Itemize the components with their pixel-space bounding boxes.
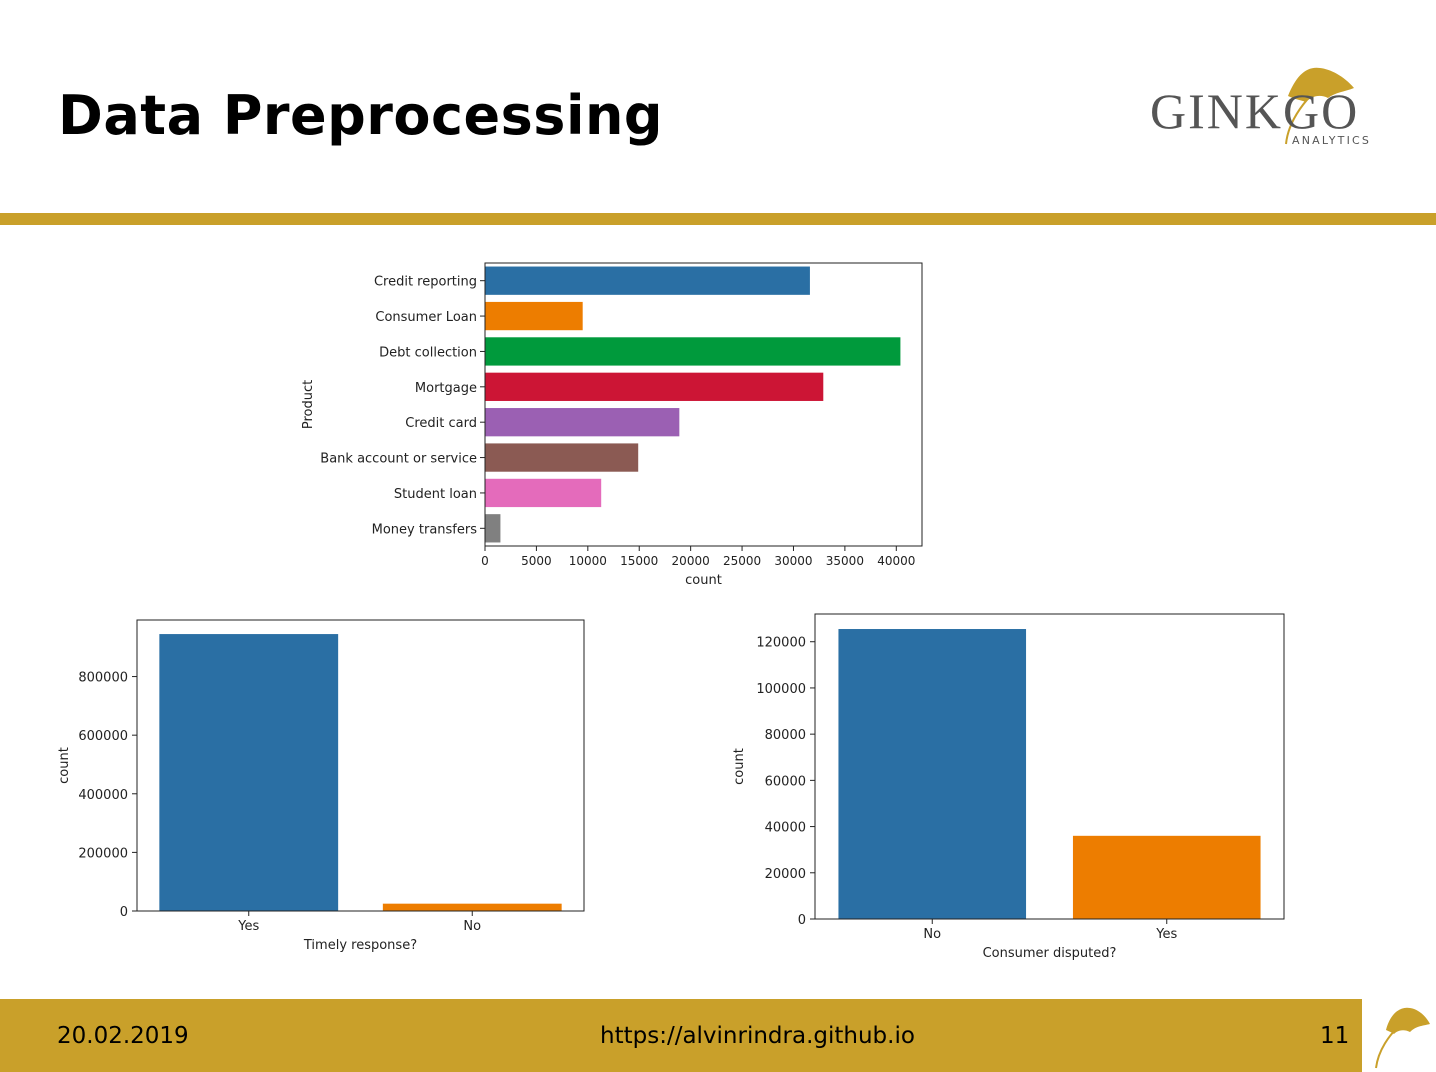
logo-text: GINKGO bbox=[1150, 83, 1359, 139]
y-tick-label: Bank account or service bbox=[320, 452, 477, 467]
product-bar bbox=[485, 372, 824, 401]
chart-product: Credit reporting Consumer Loan Debt collec… bbox=[301, 262, 923, 588]
y-axis-label: count bbox=[732, 748, 747, 785]
y-tick-label: Mortgage bbox=[415, 381, 477, 396]
ginkgo-logo: GINKGO ANALYTICS bbox=[1150, 67, 1371, 147]
y-tick-label: 0 bbox=[798, 913, 806, 928]
y-tick-label: Credit reporting bbox=[374, 275, 477, 290]
x-tick-label: 30000 bbox=[774, 554, 812, 568]
product-bar bbox=[485, 514, 501, 543]
plot-frame bbox=[136, 619, 585, 912]
product-bar bbox=[485, 266, 810, 295]
chart-timely-response: Yes No 0 200000 400000 600000 800000 Timely res… bbox=[57, 619, 585, 953]
product-bar bbox=[485, 443, 639, 472]
y-tick-label: 400000 bbox=[78, 788, 128, 803]
x-tick-label: 25000 bbox=[723, 554, 761, 568]
y-tick-label: 60000 bbox=[765, 774, 806, 789]
count-bar bbox=[838, 629, 1027, 919]
y-tick-label: 80000 bbox=[765, 728, 806, 743]
x-tick-label: No bbox=[463, 919, 481, 934]
y-axis-label: Product bbox=[301, 380, 316, 429]
y-tick-label: Student loan bbox=[394, 487, 477, 502]
x-tick-label: Yes bbox=[1155, 927, 1177, 942]
x-axis-label: count bbox=[685, 573, 722, 588]
y-tick-label: 40000 bbox=[765, 821, 806, 836]
y-tick-label: 20000 bbox=[765, 867, 806, 882]
ginkgo-leaf-icon bbox=[1285, 67, 1354, 145]
y-tick-label: 200000 bbox=[78, 846, 128, 861]
y-tick-label: Consumer Loan bbox=[375, 310, 477, 325]
ginkgo-leaf-corner-icon bbox=[1375, 1007, 1430, 1069]
x-tick-label: 20000 bbox=[672, 554, 710, 568]
product-bar bbox=[485, 478, 602, 508]
page-number: 11 bbox=[1320, 1023, 1350, 1049]
plot-frame bbox=[814, 613, 1285, 920]
footer-bar: 20.02.2019 https://alvinrindra.github.io… bbox=[0, 999, 1362, 1072]
x-tick-label: No bbox=[923, 927, 941, 942]
footer-date: 20.02.2019 bbox=[57, 1023, 189, 1049]
product-bar bbox=[485, 408, 680, 437]
logo-subtext: ANALYTICS bbox=[1292, 134, 1371, 147]
y-tick-label: Money transfers bbox=[372, 522, 478, 537]
x-tick-label: 35000 bbox=[826, 554, 864, 568]
x-tick-label: Yes bbox=[237, 919, 259, 934]
chart-consumer-disputed: No Yes 0 20000 40000 60000 80000 100000 120000 Co… bbox=[732, 613, 1285, 961]
slide-title: Data Preprocessing bbox=[58, 84, 664, 147]
y-tick-label: 600000 bbox=[78, 729, 128, 744]
count-bar bbox=[382, 903, 562, 911]
product-bar bbox=[485, 337, 901, 366]
y-tick-label: 120000 bbox=[756, 636, 806, 651]
x-tick-label: 5000 bbox=[521, 554, 552, 568]
x-tick-label: 40000 bbox=[877, 554, 915, 568]
product-bar bbox=[485, 301, 583, 331]
footer-url[interactable]: https://alvinrindra.github.io bbox=[600, 1023, 915, 1049]
y-tick-label: Debt collection bbox=[379, 345, 477, 360]
x-axis-label: Consumer disputed? bbox=[983, 946, 1117, 961]
y-tick-label: 800000 bbox=[78, 671, 128, 686]
y-tick-label: Credit card bbox=[405, 416, 477, 431]
x-axis-label: Timely response? bbox=[303, 938, 417, 953]
y-axis-label: count bbox=[57, 747, 72, 784]
x-tick-label: 15000 bbox=[620, 554, 658, 568]
x-tick-label: 0 bbox=[481, 554, 489, 568]
y-tick-label: 0 bbox=[120, 905, 128, 920]
x-tick-label: 10000 bbox=[569, 554, 607, 568]
y-tick-label: 100000 bbox=[756, 682, 806, 697]
gold-divider bbox=[0, 213, 1436, 225]
count-bar bbox=[1072, 835, 1261, 919]
plot-frame bbox=[484, 262, 923, 547]
count-bar bbox=[159, 634, 339, 911]
